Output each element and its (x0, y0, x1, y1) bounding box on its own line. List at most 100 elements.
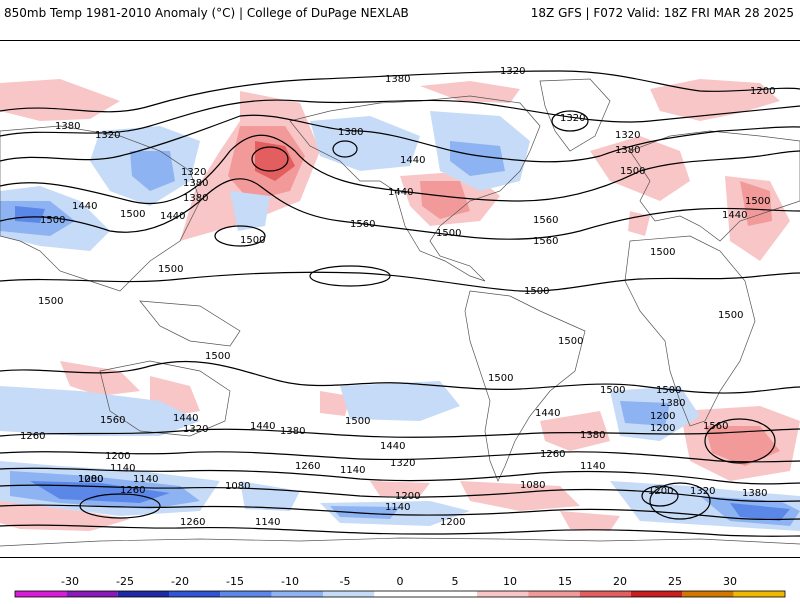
contour-label: 1320 (390, 458, 415, 469)
colorbar-tick-label: 20 (613, 575, 627, 588)
contour-label: 1320 (181, 167, 206, 178)
colorbar-segment (271, 591, 323, 597)
contour-label: 1500 (240, 235, 265, 246)
contour-label: 1500 (40, 215, 65, 226)
contour-label: 1140 (340, 465, 365, 476)
contour-label: 1440 (173, 413, 198, 424)
contour-label: 1440 (400, 155, 425, 166)
contour-label: 1200 (750, 86, 775, 97)
height-contours (0, 70, 800, 537)
contour-label: 1380 (660, 398, 685, 409)
contour-label: 1320 (560, 113, 585, 124)
europe-outline (629, 130, 800, 242)
contour-label: 1320 (500, 66, 525, 77)
colorbar-tick-label: -20 (171, 575, 189, 588)
contour-label: 1380 (338, 127, 363, 138)
contour-label: 1200 (648, 486, 673, 497)
contour-label: 1380 (742, 488, 767, 499)
contour-label: 1500 (718, 310, 743, 321)
contour-label: 1320 (690, 486, 715, 497)
contour-label: 1500 (558, 336, 583, 347)
contour-label: 1320 (615, 130, 640, 141)
contour-label: 1140 (385, 502, 410, 513)
anomaly-colorbar: -30 -25 -20 -15 -10 -5 0 5 10 15 20 25 30 (0, 565, 800, 600)
continent-outlines (0, 78, 800, 547)
colorbar-segment (169, 591, 221, 597)
asia-outline (0, 125, 201, 292)
colorbar-segment (528, 591, 580, 597)
contour-label: 1440 (380, 441, 405, 452)
colorbar-tick-label: 15 (558, 575, 572, 588)
contour-label: 1500 (488, 373, 513, 384)
colorbar-segment (66, 591, 118, 597)
contour-label: 1260 (120, 485, 145, 496)
contour-label: 1500 (38, 296, 63, 307)
strong-cold-shading (15, 206, 790, 521)
contour-label: 1380 (55, 121, 80, 132)
model-run-info: 18Z GFS | F072 Valid: 18Z FRI MAR 28 202… (530, 6, 794, 20)
contour-label: 1500 (656, 385, 681, 396)
maritime-islands-outline (139, 300, 241, 347)
contour-label: 1200 (105, 451, 130, 462)
colorbar-segment (15, 591, 67, 597)
south-america-outline (464, 290, 586, 482)
colorbar-tick-label: 10 (503, 575, 517, 588)
colorbar-tick-label: -5 (340, 575, 351, 588)
contour-label: 1200 (78, 474, 103, 485)
greenland-outline (539, 78, 611, 152)
colorbar-segment (425, 591, 477, 597)
contour-label: 1440 (160, 211, 185, 222)
colorbar-tick-label: 25 (668, 575, 682, 588)
colorbar-tick-label: 30 (723, 575, 737, 588)
australia-outline (99, 360, 231, 437)
colorbar-svg: -30 -25 -20 -15 -10 -5 0 5 10 15 20 25 30 (14, 575, 786, 598)
map-panel: 1200 1380 1320 1380 1320 1320 1380 1320 … (0, 40, 800, 558)
contour-label: 1260 (20, 431, 45, 442)
contour-label: 1440 (388, 187, 413, 198)
contour-label-group: 1200 1380 1320 1380 1320 1320 1380 1320 … (20, 66, 775, 528)
contour-label: 1440 (72, 201, 97, 212)
contour-label: 1500 (436, 228, 461, 239)
contour-label: 1380 (615, 145, 640, 156)
colorbar-segment (682, 591, 734, 597)
colorbar-tick-label: 0 (397, 575, 404, 588)
colorbar-tick-label: -30 (61, 575, 79, 588)
contour-label: 1380 (580, 430, 605, 441)
colorbar-segment (323, 591, 375, 597)
contour-label: 1200 (650, 411, 675, 422)
contour-label: 1140 (255, 517, 280, 528)
contour-label: 1320 (183, 424, 208, 435)
contour-label: 1200 (650, 423, 675, 434)
contour-label: 1500 (650, 247, 675, 258)
contour-label: 1380 (183, 193, 208, 204)
colorbar-tick-label: 5 (452, 575, 459, 588)
colorbar-tick-label: -25 (116, 575, 134, 588)
colorbar-tick-label: -15 (226, 575, 244, 588)
contour-label: 1080 (520, 480, 545, 491)
map-header: 850mb Temp 1981-2010 Anomaly (°C) | Coll… (0, 0, 800, 30)
antarctica-outline (0, 537, 800, 547)
colorbar-segment (374, 591, 426, 597)
north-america-outline (289, 95, 541, 282)
colorbar-segment (220, 591, 272, 597)
colorbar-segment (579, 591, 631, 597)
contour-label: 1500 (524, 286, 549, 297)
contour-label: 1500 (120, 209, 145, 220)
contour-label: 1560 (533, 215, 558, 226)
colorbar-segment (631, 591, 683, 597)
contour-label: 1080 (78, 474, 103, 485)
colorbar-segment (477, 591, 529, 597)
contour-label: 1380 (280, 426, 305, 437)
contour-label: 1440 (722, 210, 747, 221)
contour-label: 1380 (183, 178, 208, 189)
contour-label: 1500 (600, 385, 625, 396)
colorbar-segment (733, 591, 785, 597)
colorbar-outline (14, 590, 786, 598)
contour-label: 1560 (100, 415, 125, 426)
contour-label: 1200 (440, 517, 465, 528)
anomaly-map: 1200 1380 1320 1380 1320 1320 1380 1320 … (0, 66, 800, 547)
contour-label: 1500 (345, 416, 370, 427)
contour-label: 1560 (703, 421, 728, 432)
contour-label: 1140 (110, 463, 135, 474)
contour-label: 1140 (580, 461, 605, 472)
